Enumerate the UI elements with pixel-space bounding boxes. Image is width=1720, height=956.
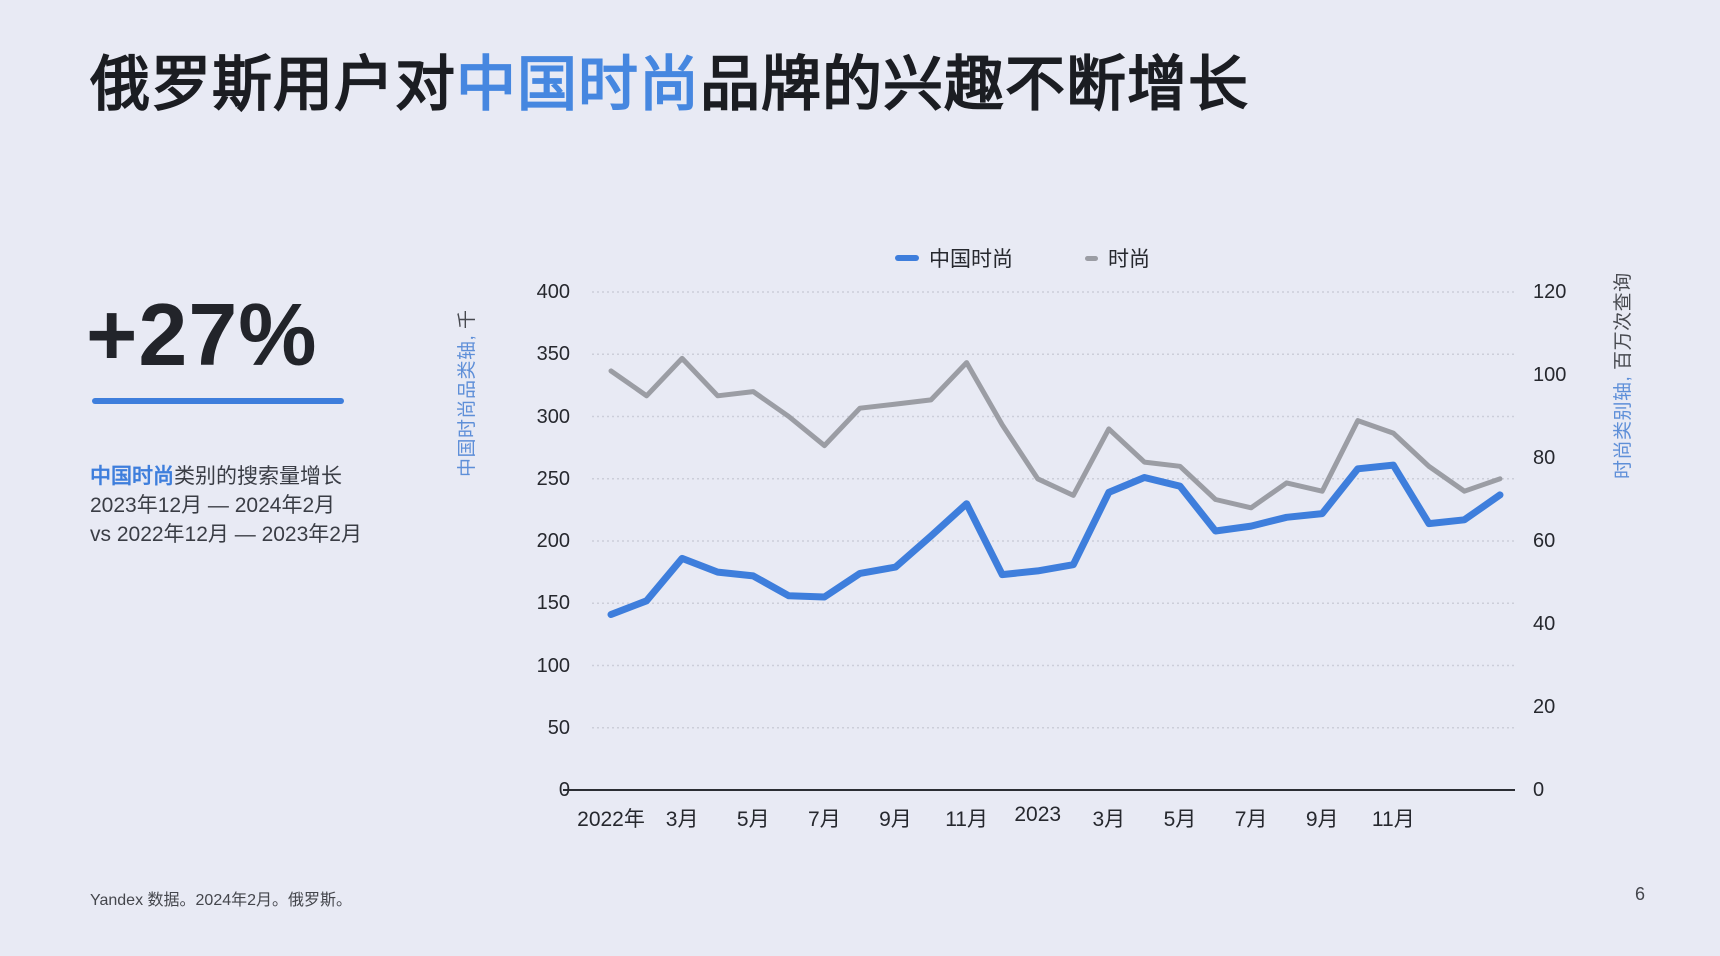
series-line-0 [607, 461, 1504, 618]
x-tick-10: 9月 [1305, 808, 1339, 831]
stat-description: 中国时尚类别的搜索量增长 2023年12月 — 2024年2月 vs 2022年… [90, 462, 362, 549]
right-tick-0: 0 [1533, 779, 1545, 801]
left-tick-200: 200 [536, 530, 570, 552]
stat-desc-text: 类别的搜索量增长 [174, 465, 342, 488]
x-tick-1: 3月 [665, 808, 699, 831]
x-tick-9: 7月 [1234, 808, 1268, 831]
legend-label: 时尚 [1108, 248, 1150, 271]
right-tick-80: 80 [1533, 447, 1556, 469]
left-tick-0: 0 [558, 779, 570, 801]
right-axis-unit: 百万次查询 [1613, 272, 1634, 370]
title-highlight: 中国时尚 [456, 51, 700, 118]
legend-item-1: 时尚 [1085, 243, 1150, 273]
title-suffix: 品牌的兴趣不断增长 [700, 51, 1249, 118]
line-chart [563, 291, 1515, 791]
legend-dash-icon [1085, 255, 1098, 261]
stat-desc-period: 2023年12月 — 2024年2月 [90, 494, 336, 517]
page-number: 6 [1634, 884, 1645, 904]
x-tick-8: 5月 [1163, 808, 1197, 831]
right-tick-20: 20 [1533, 696, 1556, 718]
left-tick-50: 50 [547, 716, 570, 739]
legend-item-0: 中国时尚 [895, 243, 1013, 273]
legend-label: 中国时尚 [929, 248, 1013, 271]
x-tick-2: 5月 [736, 808, 770, 831]
chart-legend: 中国时尚 时尚 [540, 243, 1505, 273]
right-tick-120: 120 [1533, 281, 1567, 303]
left-tick-400: 400 [536, 281, 570, 303]
right-tick-40: 40 [1533, 613, 1556, 635]
x-tick-7: 3月 [1092, 808, 1126, 831]
right-tick-100: 100 [1533, 364, 1567, 386]
title-prefix: 俄罗斯用户对 [90, 51, 456, 118]
left-tick-350: 350 [536, 343, 570, 366]
stat-desc-line1: 中国时尚类别的搜索量增长 [90, 462, 362, 491]
series-line-1 [608, 355, 1503, 511]
x-tick-3: 7月 [808, 808, 841, 831]
right-tick-60: 60 [1533, 530, 1556, 552]
left-axis-unit: 千 [457, 309, 478, 329]
right-axis-name: 时尚类别轴, [1613, 375, 1634, 479]
left-tick-250: 250 [536, 467, 570, 490]
left-tick-150: 150 [536, 592, 570, 615]
left-axis-name: 中国时尚品类轴, [457, 334, 478, 477]
left-tick-300: 300 [536, 405, 570, 428]
x-tick-0: 2022年 [577, 808, 645, 831]
x-tick-11: 11月 [1371, 808, 1415, 831]
page-title: 俄罗斯用户对中国时尚品牌的兴趣不断增长 [90, 36, 1249, 123]
left-tick-100: 100 [536, 654, 570, 677]
stat-desc-highlight: 中国时尚 [90, 465, 174, 488]
x-tick-4: 9月 [879, 808, 912, 831]
left-axis-title: 中国时尚品类轴, 千 [452, 309, 479, 477]
stat-underline [92, 398, 344, 404]
source-note: Yandex 数据。2024年2月。俄罗斯。 [90, 892, 353, 909]
legend-dash-icon [895, 255, 919, 261]
stat-desc-vs: vs 2022年12月 — 2023年2月 [90, 523, 362, 546]
stat-value: +27% [86, 285, 318, 384]
x-tick-6: 2023 [1014, 803, 1062, 826]
x-tick-5: 11月 [945, 808, 988, 831]
right-axis-title: 时尚类别轴, 百万次查询 [1608, 272, 1635, 479]
